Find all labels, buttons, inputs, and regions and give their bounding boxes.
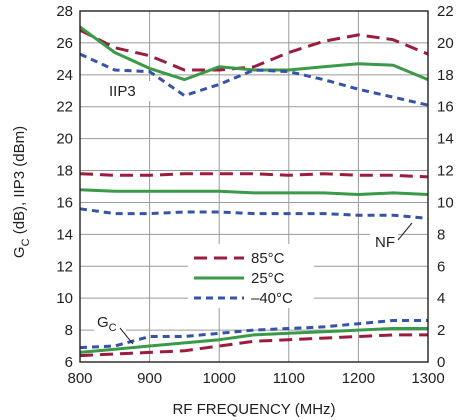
series-nf-5: [79, 207, 429, 220]
y-axis-title-subscript: C: [20, 238, 32, 246]
plot-frame: [79, 10, 429, 363]
y-tick-right-3: 6: [437, 258, 445, 275]
y-tick-right-11: 22: [437, 3, 454, 20]
y-tick-left-7: 20: [56, 131, 73, 148]
x-tick-3: 1100: [273, 370, 305, 387]
nf-label: NF: [375, 234, 395, 251]
y-tick-left-0: 6: [65, 354, 73, 371]
y-tick-left-9: 24: [56, 67, 73, 84]
x-tick-labels: 800 900 1000 1100 1200 1300: [67, 370, 444, 387]
y-tick-left-2: 10: [56, 290, 73, 307]
gc-label: GC: [97, 314, 117, 334]
y-tick-left-11: 28: [56, 3, 73, 20]
y-tick-left-3: 12: [56, 258, 73, 275]
y-tick-right-5: 10: [437, 194, 454, 211]
y-tick-right-8: 16: [437, 99, 454, 116]
series-iip3-2: [79, 52, 429, 107]
x-tick-2: 1000: [203, 370, 236, 387]
y-tick-right-2: 4: [437, 290, 445, 307]
y-tick-left-5: 16: [56, 194, 73, 211]
y-axis-title-rest: (dB), IIP3 (dBm): [11, 126, 28, 239]
series-layer: [79, 25, 429, 358]
series-gc-7: [79, 327, 428, 354]
y-tick-right-10: 20: [437, 35, 454, 52]
y-tick-left-10: 26: [56, 35, 73, 52]
y-axis-title-main: G: [11, 246, 28, 258]
series-nf-3: [79, 172, 429, 179]
y-tick-right-7: 14: [437, 131, 454, 148]
nf-label-bg: [370, 231, 398, 251]
gc-annotation: GC: [94, 313, 134, 345]
series-nf-4: [79, 188, 429, 196]
iip3-label-bg: [106, 81, 154, 101]
y-tick-right-4: 8: [437, 226, 445, 243]
y-tick-right-0: 0: [437, 354, 445, 371]
legend-label-1: 25°C: [251, 270, 285, 287]
series-gc-8: [79, 319, 428, 350]
legend-label-2: –40°C: [251, 290, 293, 307]
y-tick-labels-left: 6 8 10 12 14 16 18 20 22 24 26 28: [56, 3, 73, 371]
y-tick-right-1: 2: [437, 322, 445, 339]
y-tick-labels-right: 0 2 4 6 8 10 12 14 16 18 20 22: [437, 3, 454, 371]
x-axis-title: RF FREQUENCY (MHz): [172, 401, 335, 418]
series-iip3-1: [79, 25, 429, 82]
nf-annotation: NF: [370, 222, 413, 251]
gc-label-subscript: C: [109, 322, 117, 334]
x-tick-4: 1200: [342, 370, 375, 387]
x-tick-1: 900: [137, 370, 162, 387]
iip3-label: IIP3: [109, 83, 136, 100]
gc-label-bg: [94, 313, 126, 335]
y-tick-left-8: 22: [56, 99, 73, 116]
gc-label-main: G: [97, 314, 109, 331]
y-tick-left-1: 8: [65, 322, 73, 339]
nf-leader-line: [397, 222, 413, 241]
y-tick-right-6: 12: [437, 163, 454, 180]
iip3-annotation: IIP3: [106, 81, 154, 101]
y-tick-left-6: 18: [56, 163, 73, 180]
y-tick-left-4: 14: [56, 226, 73, 243]
y-axis-title: GC (dB), IIP3 (dBm): [11, 126, 32, 258]
legend-label-0: 85°C: [251, 250, 285, 267]
y-tick-right-9: 18: [437, 67, 454, 84]
gc-leader-line: [119, 327, 134, 345]
series-gc-6: [79, 333, 428, 358]
legend: 85°C 25°C –40°C: [188, 244, 314, 308]
x-tick-0: 800: [67, 370, 92, 387]
series-iip3-0: [79, 28, 429, 72]
x-tick-5: 1300: [411, 370, 444, 387]
